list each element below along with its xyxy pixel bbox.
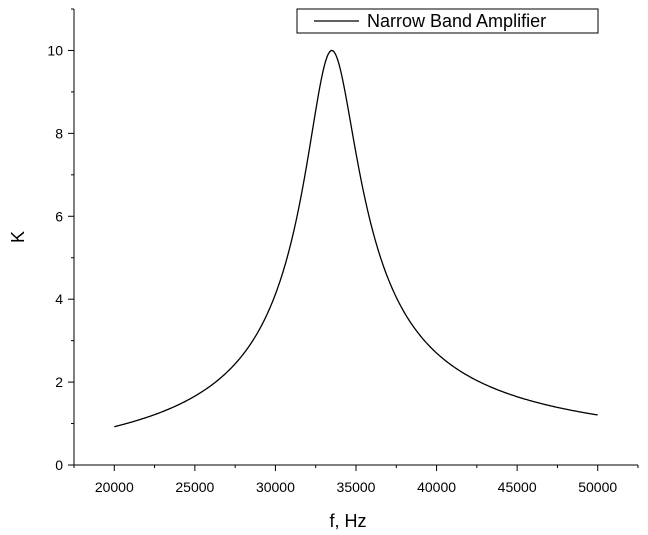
series-line-narrow-band-amplifier — [114, 49, 598, 428]
x-tick-label: 40000 — [417, 479, 456, 495]
x-tick-label: 20000 — [95, 479, 134, 495]
plot-area: 20000 25000 30000 35000 40000 45000 50000 0 2 4 6… — [47, 8, 639, 495]
y-tick-label: 6 — [55, 208, 63, 224]
x-axis-ticks: 20000 25000 30000 35000 40000 45000 50000 — [73, 465, 639, 495]
y-tick-label: 0 — [55, 457, 63, 473]
x-tick-label: 30000 — [256, 479, 295, 495]
x-tick-label: 35000 — [337, 479, 376, 495]
y-axis-ticks: 0 2 4 6 8 10 — [47, 8, 74, 473]
y-tick-label: 8 — [55, 125, 63, 141]
x-axis-title: f, Hz — [329, 511, 366, 531]
legend: Narrow Band Amplifier — [296, 8, 599, 34]
y-tick-label: 10 — [47, 42, 63, 58]
legend-label: Narrow Band Amplifier — [367, 11, 546, 31]
y-tick-label: 4 — [55, 291, 63, 307]
y-axis-title: K — [8, 231, 28, 243]
x-tick-label: 50000 — [578, 479, 617, 495]
y-tick-label: 2 — [55, 374, 63, 390]
x-tick-label: 25000 — [175, 479, 214, 495]
x-tick-label: 45000 — [498, 479, 537, 495]
